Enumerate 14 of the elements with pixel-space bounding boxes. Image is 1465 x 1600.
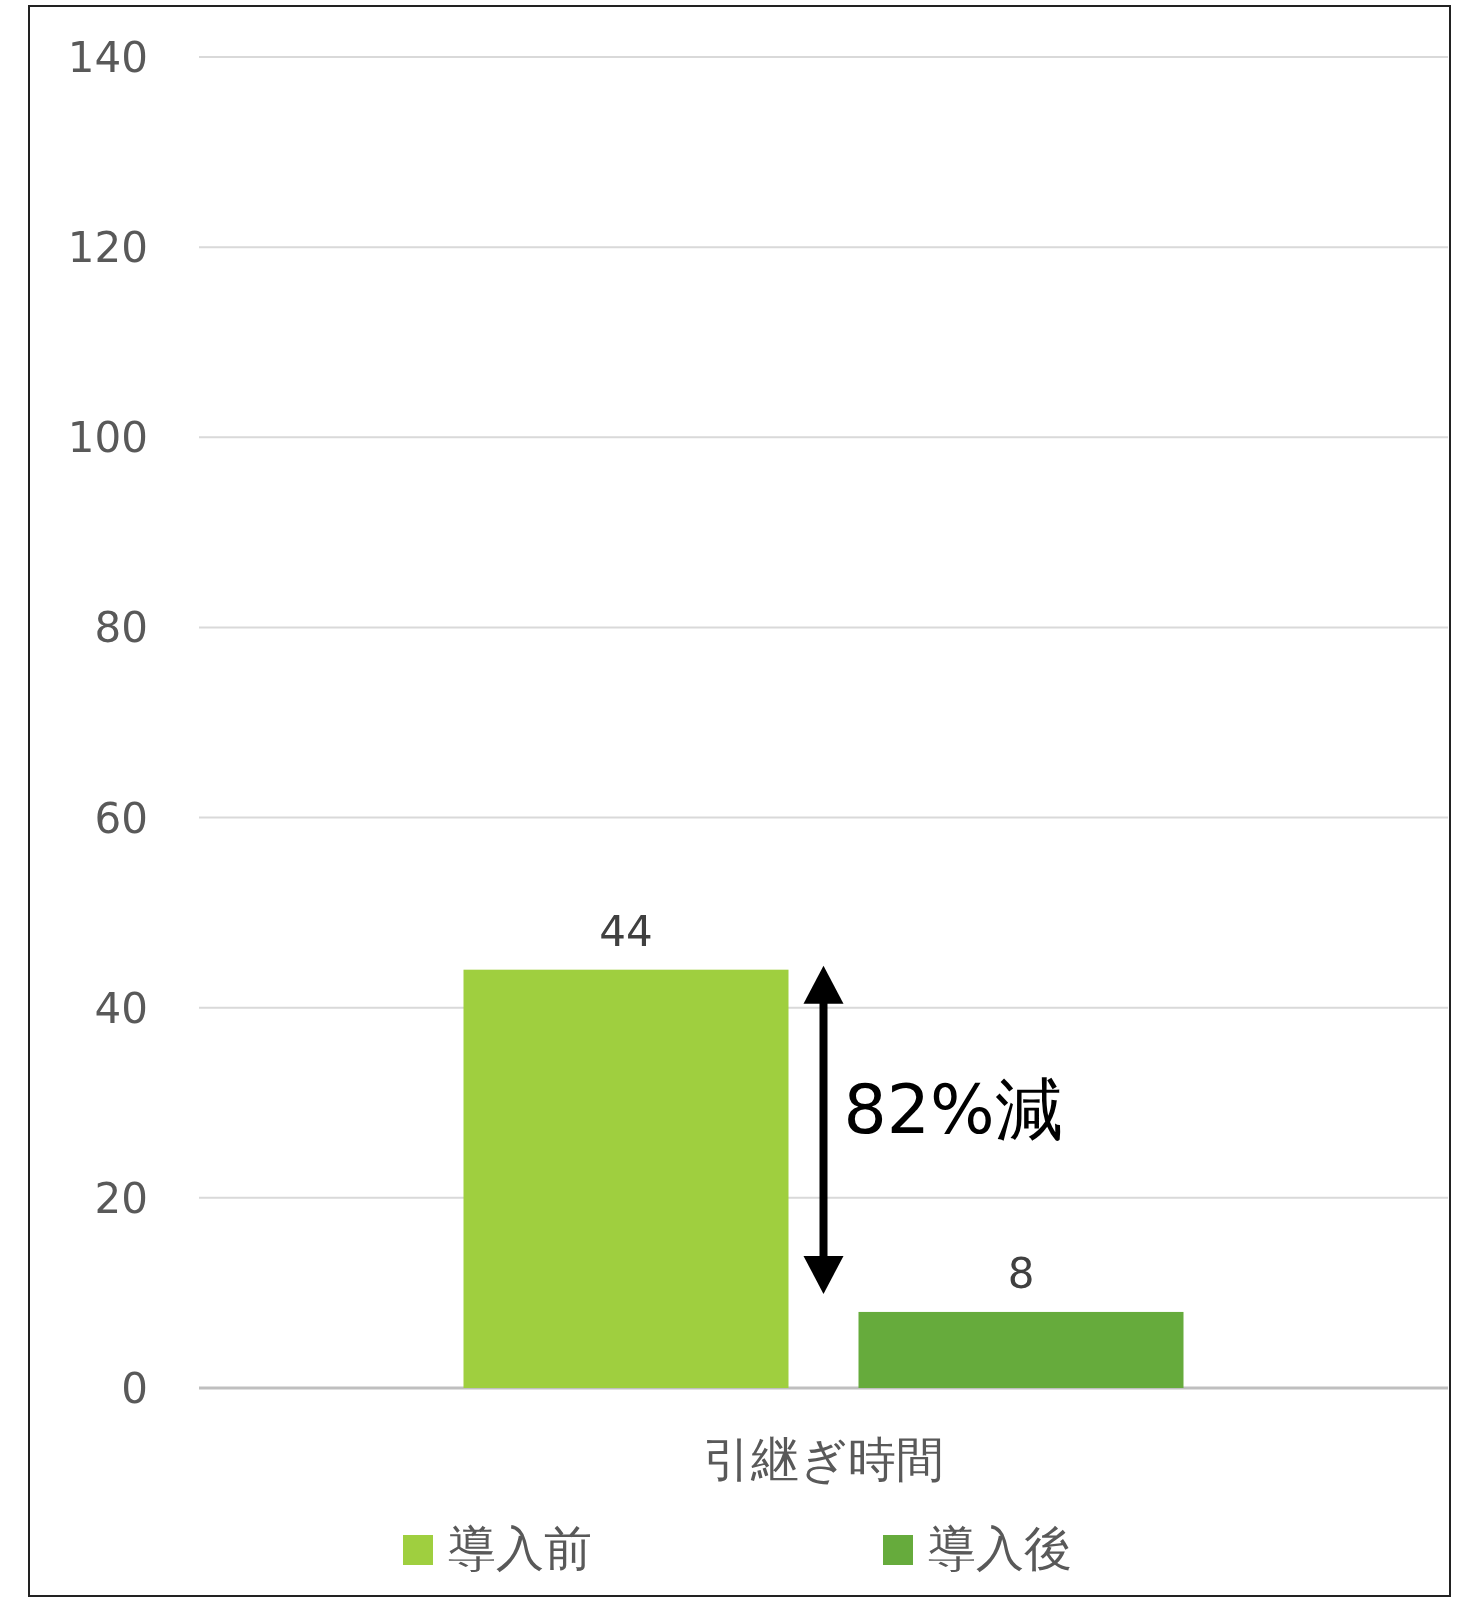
y-tick-label: 0 bbox=[121, 1364, 148, 1413]
data-label: 44 bbox=[599, 906, 653, 956]
x-tick-label: 引継ぎ時間 bbox=[703, 1431, 944, 1487]
y-tick-label: 40 bbox=[94, 983, 148, 1033]
y-tick-label: 80 bbox=[94, 603, 148, 653]
y-tick-label: 20 bbox=[94, 1173, 148, 1223]
legend-label: 導入前 bbox=[448, 1520, 592, 1576]
y-tick-label: 120 bbox=[67, 223, 148, 273]
annotation: 82%減 bbox=[843, 1069, 1063, 1149]
data-label: 8 bbox=[1007, 1248, 1035, 1298]
legend-label: 導入後 bbox=[928, 1520, 1072, 1576]
y-tick-label: 140 bbox=[67, 33, 148, 82]
y-tick-label: 60 bbox=[94, 793, 148, 843]
y-tick-label: 100 bbox=[67, 413, 148, 463]
